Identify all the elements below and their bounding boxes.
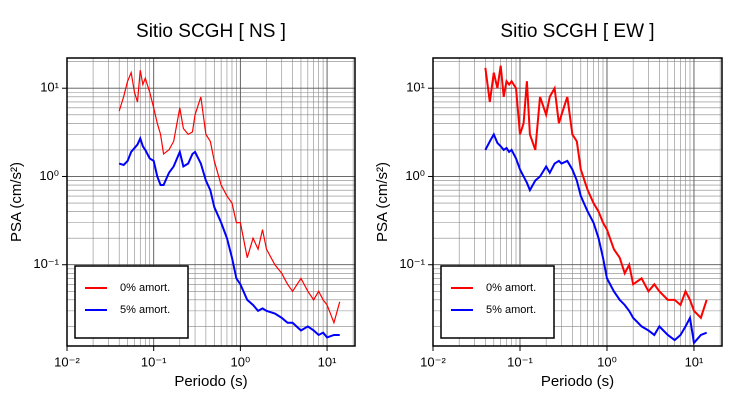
x-tick-label: 10⁰ [231, 354, 251, 369]
legend-box [74, 265, 189, 339]
series-line [118, 135, 340, 339]
x-tick-label: 10⁻¹ [507, 354, 533, 369]
series-line [484, 132, 708, 346]
plot-frame [432, 57, 723, 347]
legend-label: 0% amort. [120, 282, 170, 294]
series-line [118, 70, 341, 325]
x-axis-label: Periodo (s) [541, 373, 614, 390]
x-tick-label: 10⁻² [54, 354, 80, 369]
plot-frame [66, 57, 356, 347]
y-tick-label: 10¹ [406, 80, 425, 95]
x-tick-label: 10⁻² [420, 354, 446, 369]
legend-label: 0% amort. [486, 282, 536, 294]
x-tick-label: 10¹ [685, 354, 704, 369]
y-axis-label: PSA (cm/s²) [374, 162, 391, 242]
chart-title: Sitio SCGH [ EW ] [500, 21, 654, 42]
plot: 10⁻² 10⁻¹ 10⁰ 10¹ 10⁻¹ 10⁰ 10¹ Sitio SCGH [ NS … [8, 21, 356, 390]
y-tick-label: 10⁻¹ [399, 256, 425, 271]
series-line [484, 65, 708, 320]
y-tick-label: 10⁰ [405, 168, 425, 183]
legend-box [440, 265, 555, 339]
y-tick-label: 10¹ [40, 80, 59, 95]
x-tick-label: 10¹ [318, 354, 337, 369]
x-tick-label: 10⁻¹ [141, 354, 167, 369]
x-tick-label: 10⁰ [597, 354, 617, 369]
legend-label: 5% amort. [120, 304, 170, 316]
x-axis-label: Periodo (s) [174, 373, 247, 390]
y-tick-label: 10⁻¹ [33, 256, 59, 271]
plot: 10⁻² 10⁻¹ 10⁰ 10¹ 10⁻¹ 10⁰ 10¹ Sitio SCGH [ EW … [374, 21, 723, 390]
y-tick-label: 10⁰ [39, 168, 59, 183]
legend-label: 5% amort. [486, 304, 536, 316]
chart-title: Sitio SCGH [ NS ] [136, 21, 286, 42]
y-axis-label: PSA (cm/s²) [8, 162, 25, 242]
